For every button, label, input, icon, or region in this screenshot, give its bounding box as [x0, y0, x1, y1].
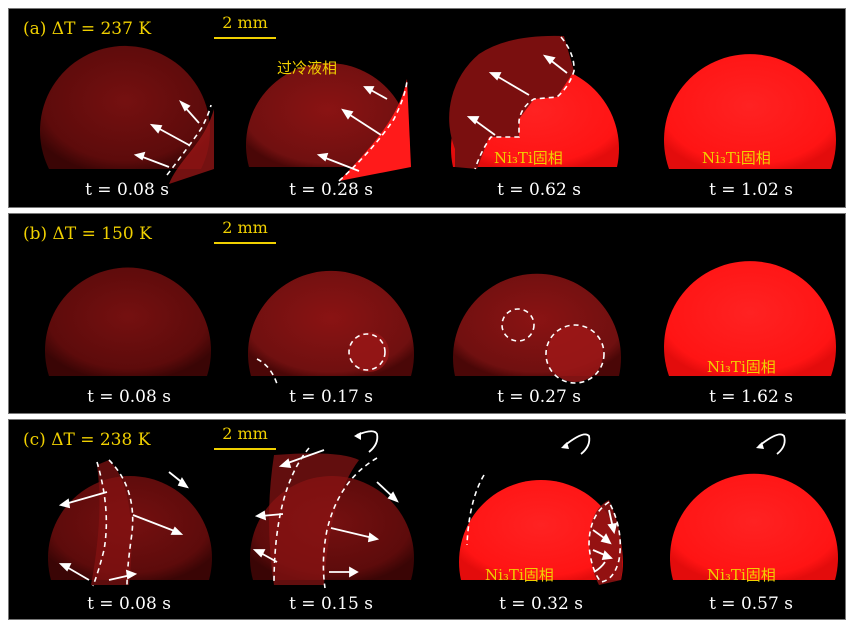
scale-label-a: 2 mm [222, 13, 268, 32]
liquid-phase-label: 过冷液相 [277, 59, 338, 77]
scale-bar-b [214, 242, 276, 244]
droplet-a3 [449, 35, 619, 170]
scale-bar-a [214, 37, 276, 39]
solid-phase-label-a4: Ni₃Ti固相 [702, 149, 771, 167]
time-c4: t = 0.57 s [709, 594, 793, 614]
solid-phase-label-b4: Ni₃Ti固相 [707, 358, 776, 376]
time-b1: t = 0.08 s [87, 387, 171, 407]
droplet-c4 [670, 433, 839, 580]
panel-a: (a) ΔT = 237 K 2 mm 过冷液相 Ni₃Ti固相 Ni₃Ti固相… [8, 8, 846, 208]
time-b2: t = 0.17 s [289, 387, 373, 407]
time-c3: t = 0.32 s [499, 594, 583, 614]
panel-b: (b) ΔT = 150 K 2 mm Ni₃Ti固相 t = 0.08 s t… [8, 213, 846, 414]
panel-b-frames [45, 261, 836, 385]
droplet-c2 [249, 430, 414, 589]
solid-phase-label-c4: Ni₃Ti固相 [707, 566, 776, 584]
scale-label-b: 2 mm [222, 218, 268, 237]
solid-phase-label-a3: Ni₃Ti固相 [494, 149, 563, 167]
droplet-a4 [664, 54, 836, 169]
panel-a-frames [40, 35, 836, 184]
panel-c-frames [47, 430, 839, 589]
droplet-b3 [453, 273, 622, 384]
panel-c: (c) ΔT = 238 K 2 mm Ni₃Ti固相 Ni₃Ti固相 t = … [8, 419, 846, 620]
time-a2: t = 0.28 s [289, 180, 373, 200]
droplet-b4 [664, 261, 836, 376]
droplet-a1 [40, 45, 214, 184]
panel-c-label: (c) ΔT = 238 K [23, 430, 151, 450]
time-c1: t = 0.08 s [87, 594, 171, 614]
time-b4: t = 1.62 s [709, 387, 793, 407]
time-a3: t = 0.62 s [497, 180, 581, 200]
time-b3: t = 0.27 s [497, 387, 581, 407]
panel-a-label: (a) ΔT = 237 K [23, 19, 152, 39]
scale-label-c: 2 mm [222, 424, 268, 443]
droplet-b2 [248, 270, 414, 385]
droplet-a2 [245, 63, 411, 182]
time-c2: t = 0.15 s [289, 594, 373, 614]
panel-b-label: (b) ΔT = 150 K [23, 224, 152, 244]
scale-bar-c [214, 448, 276, 450]
time-a4: t = 1.02 s [709, 180, 793, 200]
droplet-c3 [458, 433, 623, 585]
time-a1: t = 0.08 s [85, 180, 169, 200]
droplet-c1 [47, 459, 212, 587]
solid-phase-label-c3: Ni₃Ti固相 [485, 566, 554, 584]
droplet-b1 [45, 267, 211, 376]
